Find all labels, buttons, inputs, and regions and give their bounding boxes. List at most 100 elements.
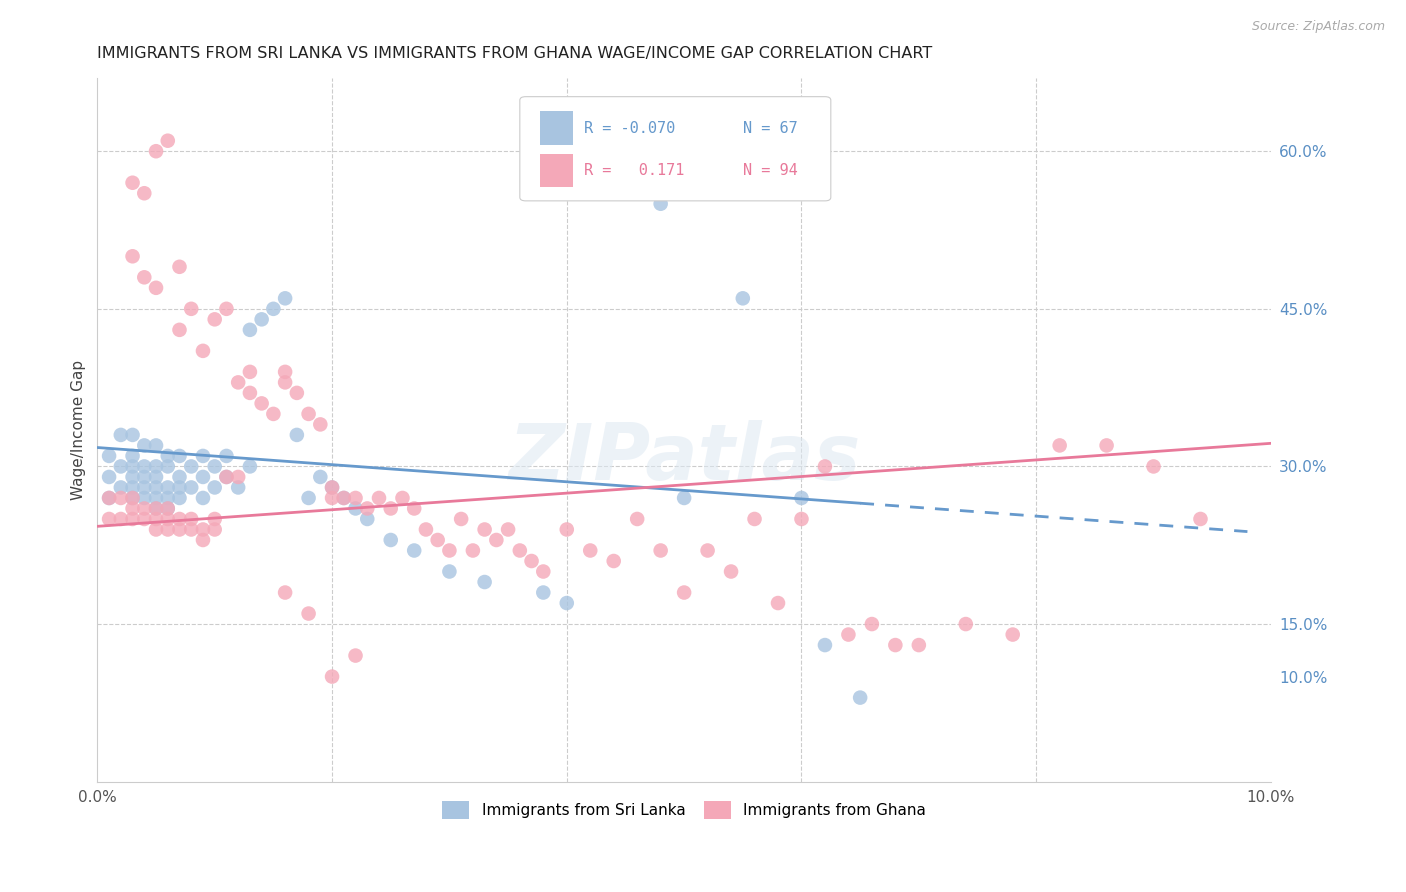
Point	[226, 470, 249, 484]
Point	[215, 470, 238, 484]
Point	[579, 543, 602, 558]
Point	[509, 543, 531, 558]
Point	[555, 596, 578, 610]
Point	[344, 648, 367, 663]
Point	[531, 565, 554, 579]
Point	[121, 512, 143, 526]
Point	[121, 176, 143, 190]
Point	[321, 670, 343, 684]
Point	[262, 407, 284, 421]
Point	[274, 585, 297, 599]
Point	[145, 491, 167, 505]
Point	[344, 491, 367, 505]
Point	[766, 596, 789, 610]
Point	[344, 501, 367, 516]
Point	[731, 291, 754, 305]
Point	[439, 543, 461, 558]
Point	[145, 501, 167, 516]
Point	[121, 428, 143, 442]
Point	[121, 449, 143, 463]
Y-axis label: Wage/Income Gap: Wage/Income Gap	[72, 359, 86, 500]
Point	[404, 543, 426, 558]
Text: N = 67: N = 67	[742, 120, 797, 136]
Point	[121, 249, 143, 263]
Point	[169, 512, 191, 526]
Point	[134, 480, 156, 494]
Point	[520, 554, 543, 568]
Point	[134, 501, 156, 516]
Point	[274, 291, 297, 305]
Point	[591, 154, 613, 169]
Point	[814, 459, 837, 474]
Point	[134, 512, 156, 526]
Text: IMMIGRANTS FROM SRI LANKA VS IMMIGRANTS FROM GHANA WAGE/INCOME GAP CORRELATION C: IMMIGRANTS FROM SRI LANKA VS IMMIGRANTS …	[97, 46, 932, 62]
Point	[404, 501, 426, 516]
Point	[169, 323, 191, 337]
Point	[215, 301, 238, 316]
Point	[274, 376, 297, 390]
Point	[250, 396, 273, 410]
Point	[145, 281, 167, 295]
Point	[98, 491, 121, 505]
Legend: Immigrants from Sri Lanka, Immigrants from Ghana: Immigrants from Sri Lanka, Immigrants fr…	[436, 795, 932, 825]
Point	[849, 690, 872, 705]
Point	[169, 470, 191, 484]
Point	[191, 449, 214, 463]
Point	[145, 501, 167, 516]
Point	[180, 523, 202, 537]
Point	[837, 627, 859, 641]
Point	[555, 523, 578, 537]
Point	[1001, 627, 1024, 641]
Point	[204, 523, 226, 537]
Point	[650, 543, 672, 558]
Point	[908, 638, 931, 652]
Point	[531, 585, 554, 599]
Text: N = 94: N = 94	[742, 163, 797, 178]
Point	[121, 501, 143, 516]
Point	[496, 523, 519, 537]
Point	[145, 438, 167, 452]
Point	[110, 491, 132, 505]
Point	[650, 196, 672, 211]
Point	[110, 512, 132, 526]
Point	[145, 512, 167, 526]
Point	[673, 491, 696, 505]
Point	[156, 512, 179, 526]
Point	[98, 470, 121, 484]
Point	[239, 385, 262, 400]
Point	[121, 491, 143, 505]
Point	[602, 554, 624, 568]
FancyBboxPatch shape	[540, 153, 572, 187]
Point	[191, 470, 214, 484]
Point	[814, 638, 837, 652]
Point	[297, 607, 319, 621]
Point	[169, 480, 191, 494]
Text: ZIPatlas: ZIPatlas	[508, 420, 860, 496]
Point	[485, 533, 508, 547]
Point	[226, 376, 249, 390]
Point	[156, 523, 179, 537]
Point	[285, 385, 308, 400]
Point	[461, 543, 484, 558]
Point	[134, 491, 156, 505]
Point	[333, 491, 356, 505]
Point	[226, 480, 249, 494]
Point	[884, 638, 907, 652]
Point	[204, 312, 226, 326]
Point	[204, 480, 226, 494]
Point	[204, 512, 226, 526]
Point	[415, 523, 437, 537]
Point	[121, 480, 143, 494]
Point	[134, 186, 156, 201]
Text: Source: ZipAtlas.com: Source: ZipAtlas.com	[1251, 20, 1385, 33]
Point	[474, 523, 496, 537]
Point	[121, 470, 143, 484]
Point	[297, 407, 319, 421]
Point	[145, 523, 167, 537]
Point	[860, 617, 883, 632]
Point	[321, 480, 343, 494]
Point	[790, 491, 813, 505]
Point	[239, 365, 262, 379]
Point	[180, 512, 202, 526]
Point	[380, 533, 402, 547]
